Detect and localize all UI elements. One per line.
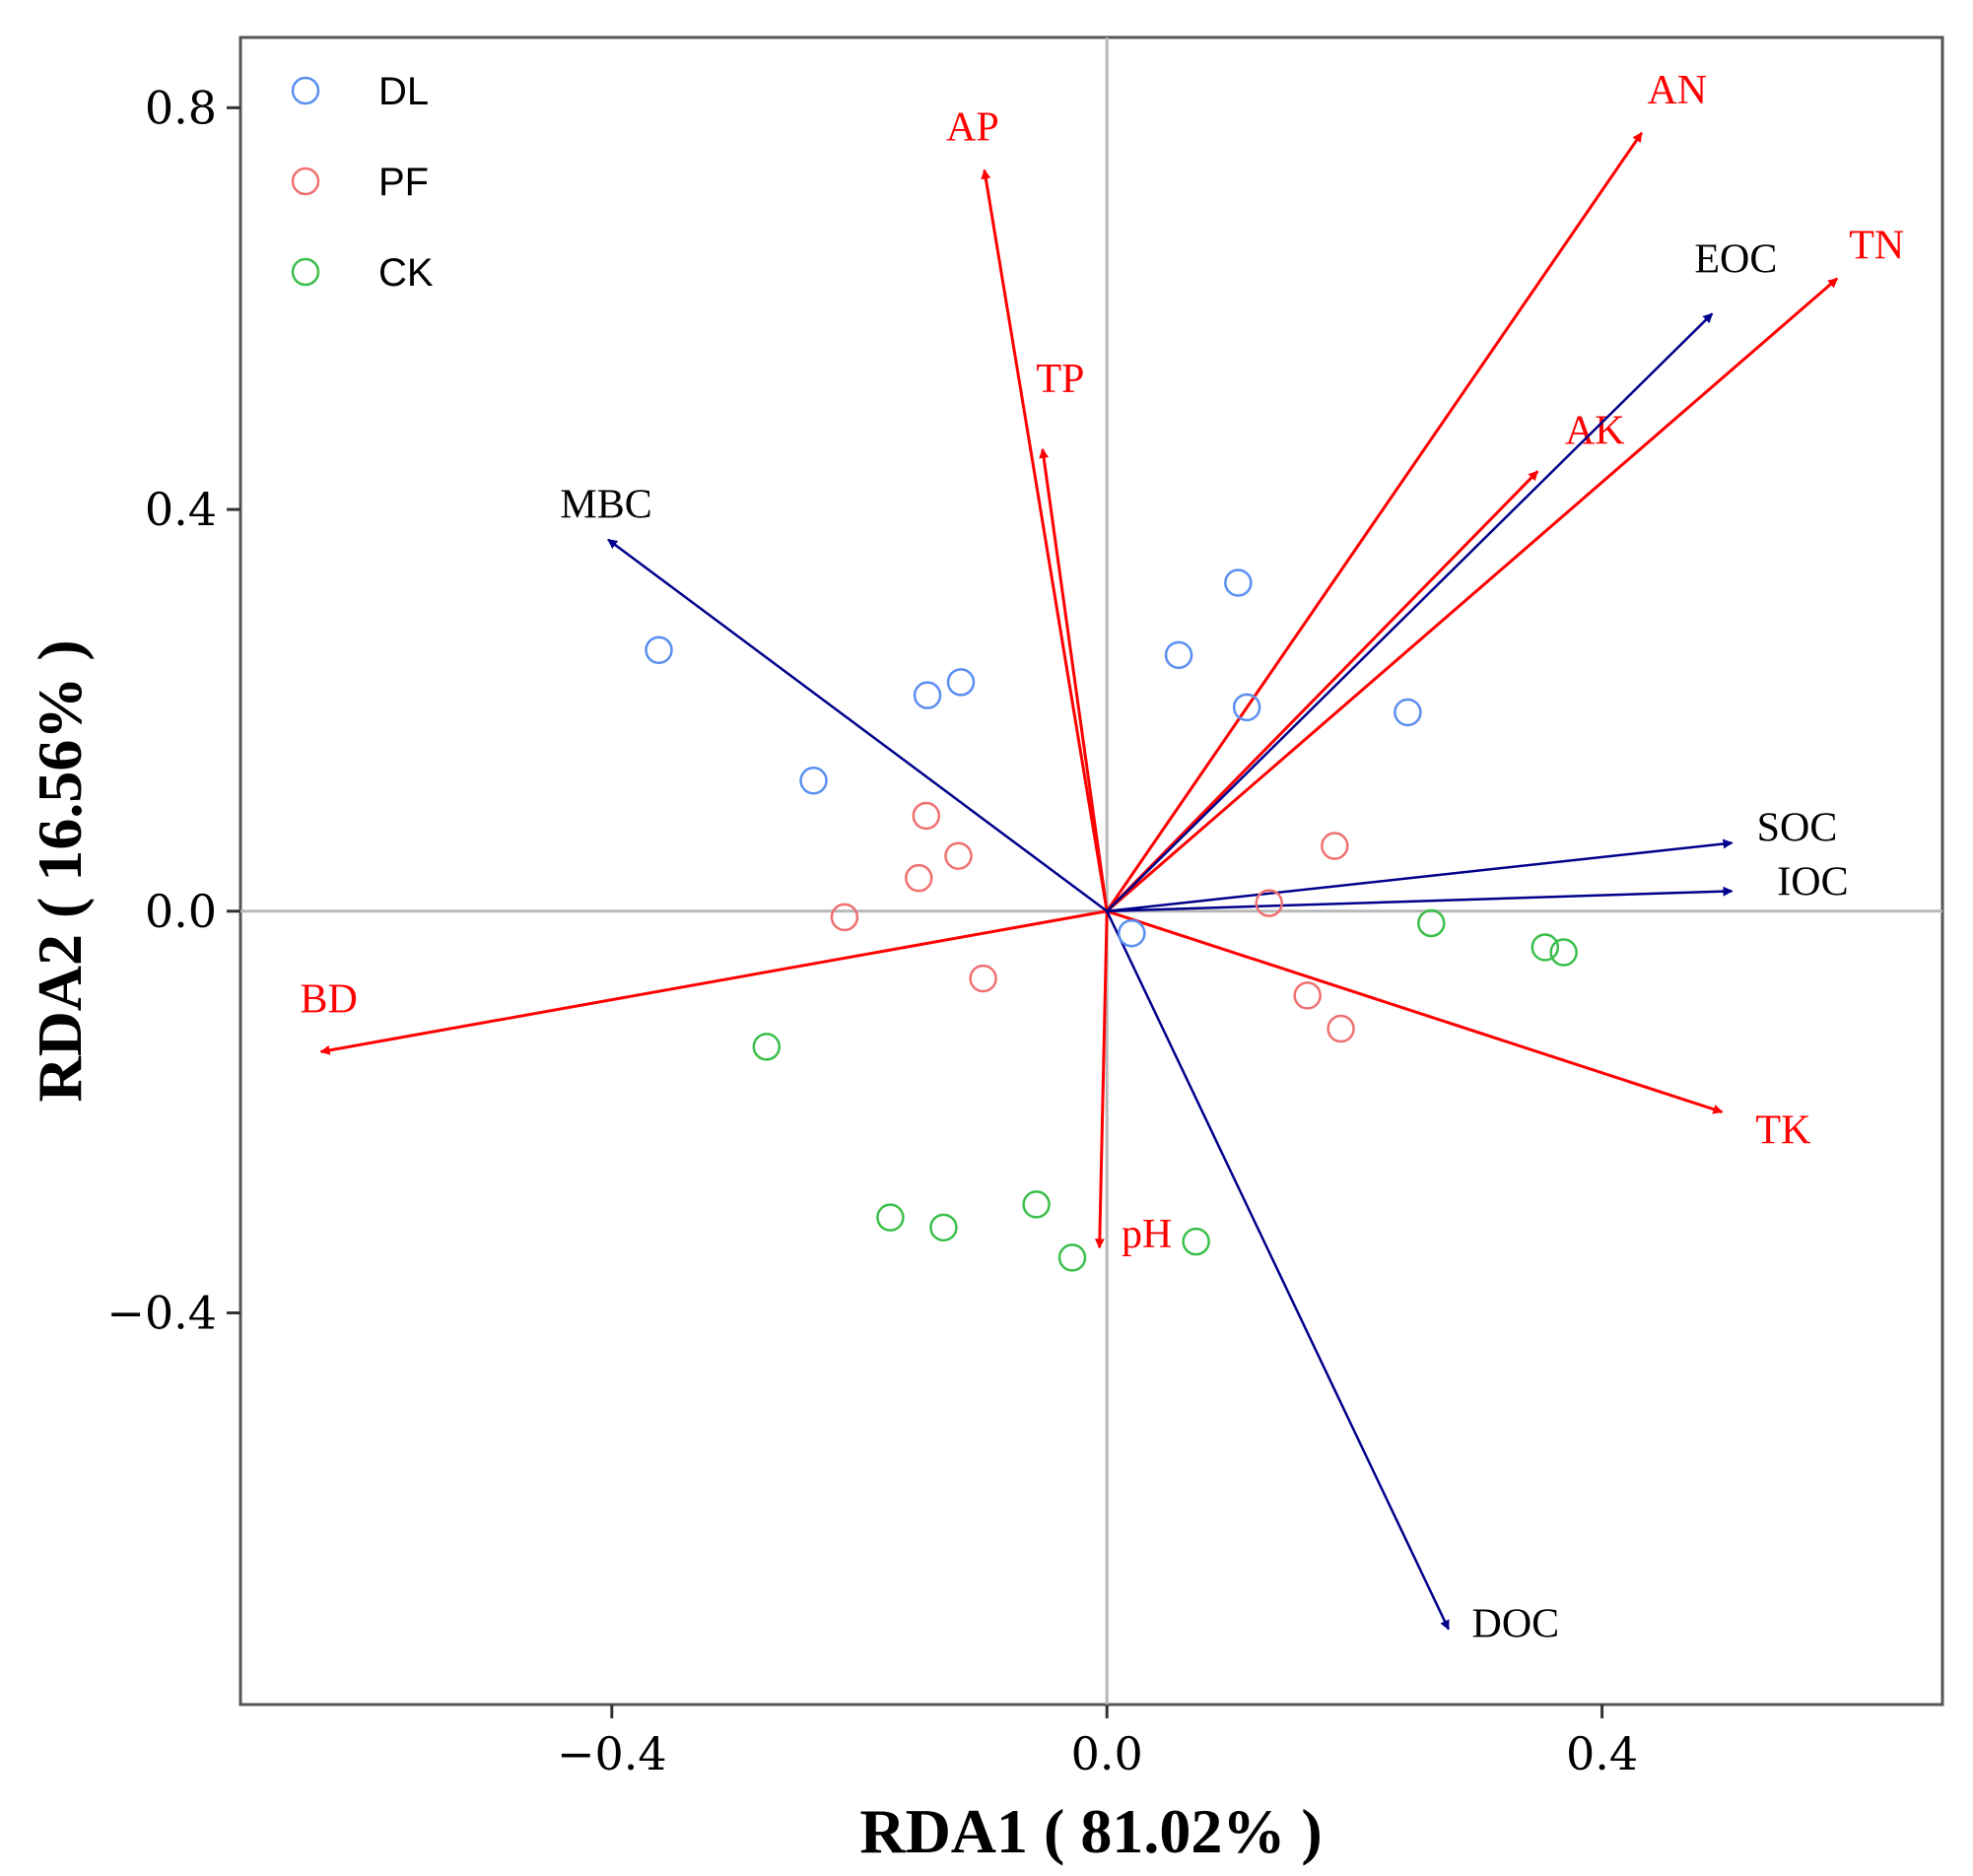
legend-label-ck: CK [378, 251, 434, 295]
point-dl [1224, 569, 1253, 597]
legend-label-pf: PF [378, 161, 429, 204]
sample-points [645, 569, 1578, 1272]
arrow-eoc [1106, 312, 1714, 912]
plot-panel [238, 35, 1944, 1707]
point-dl [913, 681, 942, 709]
arrow-label-soc: SOC [1757, 805, 1838, 850]
arrow-label-an: AN [1647, 68, 1707, 113]
point-ck [1057, 1243, 1087, 1272]
arrow-label-bd: BD [300, 976, 357, 1022]
arrow-mbc [607, 538, 1108, 912]
y-tick-label: 0.4 [145, 483, 217, 536]
point-ck [929, 1213, 958, 1242]
point-dl [799, 767, 828, 795]
arrow-ap [981, 168, 1109, 912]
x-tick-label: 0.4 [1566, 1727, 1638, 1780]
point-ck [1182, 1227, 1210, 1256]
arrow-soc [1107, 838, 1734, 913]
point-dl [1394, 698, 1422, 727]
point-pf [1327, 1014, 1355, 1043]
legend-marker-dl [291, 76, 320, 105]
point-dl [645, 636, 673, 665]
x-tick-label: 0.0 [1071, 1727, 1143, 1780]
point-ck [1022, 1190, 1051, 1219]
arrow-ioc [1107, 886, 1734, 913]
point-pf [1321, 832, 1349, 860]
biplot-arrows: APTPANTNAKBDTKpHEOCMBCSOCIOCDOC [300, 68, 1904, 1647]
x-tick-label: −0.4 [557, 1727, 667, 1780]
y-tick-label: 0.0 [145, 885, 217, 938]
arrow-label-ph: pH [1122, 1212, 1172, 1257]
point-ck [1549, 938, 1578, 967]
arrow-ph [1094, 910, 1109, 1249]
point-pf [944, 841, 973, 870]
legend-label-dl: DL [378, 70, 429, 113]
point-ck [752, 1033, 782, 1061]
arrow-label-tn: TN [1849, 224, 1904, 269]
point-pf [912, 801, 941, 831]
point-pf [905, 863, 933, 893]
point-pf [1293, 981, 1322, 1010]
point-pf [830, 903, 859, 932]
arrow-ak [1106, 470, 1539, 912]
point-dl [1232, 693, 1261, 722]
legend-marker-ck [291, 257, 320, 287]
point-ck [1417, 908, 1446, 938]
arrow-label-tp: TP [1036, 357, 1084, 402]
arrow-label-tk: TK [1755, 1108, 1810, 1154]
arrow-label-ap: AP [946, 105, 999, 151]
x-axis: −0.4 0.0 0.4 [557, 1705, 1638, 1780]
arrow-doc [1106, 910, 1450, 1631]
y-axis-title: RDA2 ( 16.56% ) [25, 639, 95, 1102]
y-tick-label: 0.8 [145, 81, 217, 134]
arrow-bd [319, 909, 1108, 1055]
arrow-tp [1039, 447, 1109, 911]
arrow-tn [1106, 277, 1839, 912]
arrow-label-mbc: MBC [560, 483, 651, 528]
reference-lines [240, 37, 1942, 1705]
point-dl [946, 668, 976, 697]
point-pf [969, 964, 997, 993]
legend: DL PF CK [291, 70, 434, 295]
legend-marker-pf [291, 167, 320, 196]
point-ck [1531, 933, 1560, 962]
point-pf [1255, 889, 1283, 917]
point-dl [1164, 640, 1193, 670]
y-axis: −0.4 0.0 0.4 0.8 [106, 81, 240, 1339]
point-dl [1118, 918, 1146, 948]
arrow-an [1105, 131, 1644, 912]
x-axis-title: RDA1 ( 81.02% ) [859, 1796, 1322, 1866]
y-tick-label: −0.4 [106, 1286, 217, 1339]
arrow-tk [1106, 909, 1724, 1114]
arrow-label-eoc: EOC [1694, 236, 1777, 282]
point-ck [876, 1203, 905, 1232]
arrow-label-doc: DOC [1472, 1602, 1560, 1647]
arrow-label-ioc: IOC [1777, 859, 1848, 904]
